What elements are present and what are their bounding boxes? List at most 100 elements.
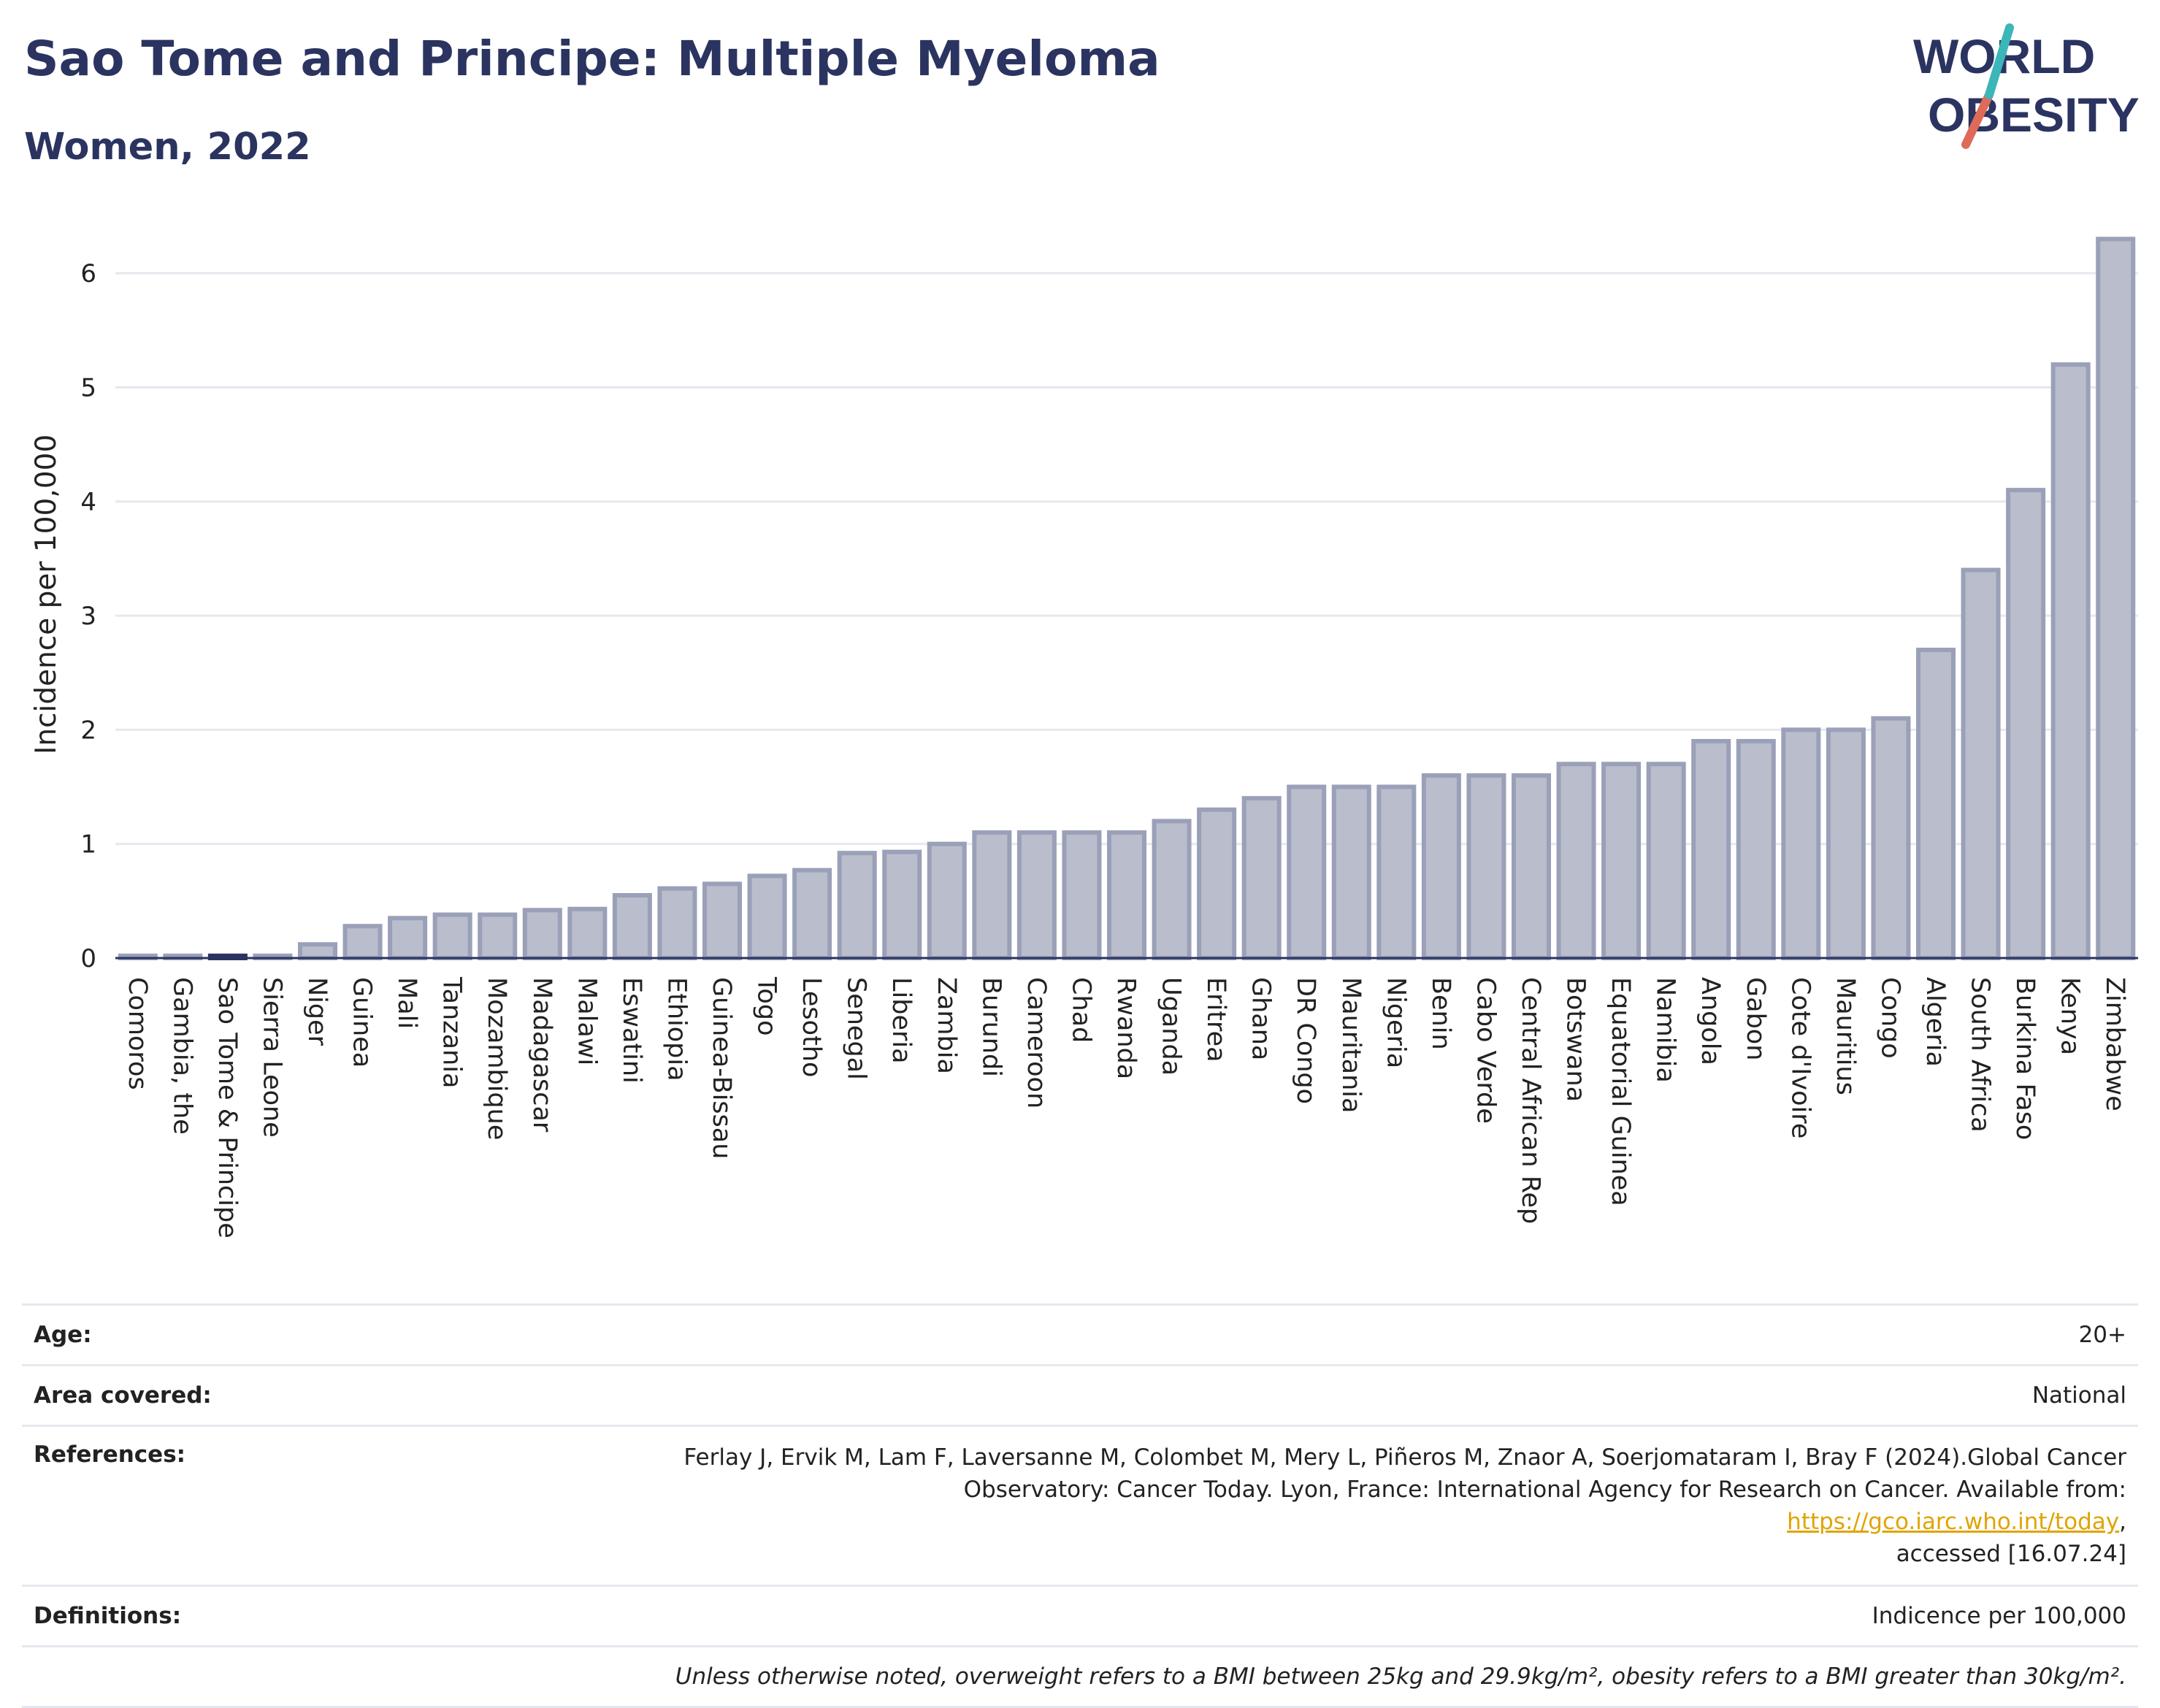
x-tick-label: Central African Rep xyxy=(1516,977,1545,1224)
bar xyxy=(792,868,832,960)
x-tick-label: Burundi xyxy=(976,977,1006,1077)
bar xyxy=(972,830,1012,960)
bar xyxy=(612,893,652,960)
logo-slash-teal xyxy=(1985,23,2014,99)
bar xyxy=(1016,830,1057,960)
bar xyxy=(1556,762,1596,961)
bar xyxy=(1197,807,1237,961)
bar xyxy=(1915,647,1956,960)
references-label: References: xyxy=(34,1441,186,1468)
x-tick-label: Mauritania xyxy=(1336,977,1366,1113)
bar xyxy=(1062,830,1102,960)
x-tick-label: Kenya xyxy=(2056,977,2085,1055)
x-tick-label: Guinea-Bissau xyxy=(707,977,736,1159)
logo-slash-red xyxy=(1961,91,1994,149)
x-tick-label: Sao Tome & Principe xyxy=(212,977,242,1238)
x-tick-label: Sierra Leone xyxy=(257,977,286,1138)
x-tick-label: Congo xyxy=(1875,977,1904,1059)
references-line-2: Observatory: Cancer Today. Lyon, France:… xyxy=(963,1477,2126,1503)
info-row-area: Area covered: National xyxy=(22,1364,2138,1425)
references-line-3: accessed [16.07.24] xyxy=(1896,1541,2126,1567)
x-tick-label: Mozambique xyxy=(482,977,511,1140)
bar xyxy=(1781,727,1821,961)
x-tick-label: Mauritius xyxy=(1831,977,1860,1095)
x-tick-label: Mali xyxy=(392,977,421,1029)
x-tick-label: Malawi xyxy=(572,977,601,1065)
bar xyxy=(837,851,877,960)
bar xyxy=(1601,762,1642,961)
x-tick-label: Cameroon xyxy=(1022,977,1051,1108)
info-row-note: Unless otherwise noted, overweight refer… xyxy=(22,1645,2138,1708)
x-tick-label: Zambia xyxy=(932,977,961,1074)
bar xyxy=(1871,716,1911,960)
x-tick-label: Zimbabwe xyxy=(2100,977,2129,1111)
definitions-value: Indicence per 100,000 xyxy=(1872,1603,2126,1629)
x-tick-label: DR Congo xyxy=(1291,977,1320,1104)
bar xyxy=(927,841,967,960)
bar xyxy=(2050,362,2091,960)
bar xyxy=(478,912,518,960)
x-tick-label: Gambia, the xyxy=(167,977,196,1135)
bar xyxy=(522,908,562,961)
references-line-2-end: , xyxy=(2119,1509,2126,1535)
x-tick-label: Eritrea xyxy=(1201,977,1230,1062)
chart-title: Sao Tome and Principe: Multiple Myeloma xyxy=(24,31,1160,87)
bar xyxy=(342,924,383,961)
bar xyxy=(1241,796,1282,960)
bar xyxy=(1646,762,1686,961)
x-tick-label: Angola xyxy=(1696,977,1725,1065)
bar xyxy=(1826,727,1866,961)
x-tick-label: Liberia xyxy=(886,977,916,1064)
y-tick-label: 0 xyxy=(80,944,96,973)
x-tick-label: Cote d'Ivoire xyxy=(1785,977,1815,1138)
x-tick-label: Comoros xyxy=(123,977,152,1090)
age-label: Age: xyxy=(34,1322,92,1348)
x-tick-label: Niger xyxy=(302,977,332,1046)
world-obesity-logo: WORLD OBESITY xyxy=(1913,23,2140,149)
x-tick-label: Algeria xyxy=(1920,977,1950,1067)
x-tick-label: Namibia xyxy=(1651,977,1680,1083)
chart-subtitle: Women, 2022 xyxy=(24,126,311,169)
x-tick-label: Equatorial Guinea xyxy=(1606,977,1635,1206)
x-tick-label: Lesotho xyxy=(797,977,826,1077)
x-tick-label: Chad xyxy=(1066,977,1095,1043)
bar xyxy=(2096,237,2136,960)
x-tick-label: Tanzania xyxy=(437,976,467,1088)
x-tick-label: Burkina Faso xyxy=(2010,977,2040,1140)
x-tick-label: Ethiopia xyxy=(662,977,691,1081)
x-tick-label: Ghana xyxy=(1246,977,1276,1060)
bar xyxy=(1376,784,1417,960)
x-tick-label: Guinea xyxy=(348,977,377,1068)
bar xyxy=(388,916,428,961)
logo-text-obesity: OBESITY xyxy=(1928,88,2140,142)
y-tick-label: 4 xyxy=(80,488,96,517)
info-table: Age: 20+ Area covered: National Referenc… xyxy=(22,1303,2138,1708)
x-tick-label: South Africa xyxy=(1966,977,1995,1133)
bar xyxy=(1421,773,1461,961)
x-tick-label: Senegal xyxy=(842,977,871,1080)
bar xyxy=(702,881,743,961)
x-tick-label: Nigeria xyxy=(1381,977,1410,1068)
x-tick-label: Botswana xyxy=(1561,977,1590,1102)
bar xyxy=(1961,567,2001,960)
area-value: National xyxy=(2031,1382,2126,1409)
x-tick-label: Rwanda xyxy=(1111,977,1141,1079)
x-tick-label: Cabo Verde xyxy=(1471,977,1500,1124)
y-axis-label: Incidence per 100,000 xyxy=(30,434,63,754)
bar xyxy=(747,873,787,961)
info-row-age: Age: 20+ xyxy=(22,1303,2138,1364)
x-tick-label: Gabon xyxy=(1741,977,1770,1060)
age-value: 20+ xyxy=(2078,1322,2126,1348)
x-tick-label: Eswatini xyxy=(617,977,646,1084)
area-label: Area covered: xyxy=(34,1382,212,1409)
references-value: Ferlay J, Ervik M, Lam F, Laversanne M, … xyxy=(629,1441,2126,1570)
bar xyxy=(2006,488,2046,960)
references-line-1: Ferlay J, Ervik M, Lam F, Laversanne M, … xyxy=(683,1444,2126,1471)
bar xyxy=(1287,784,1327,960)
bar xyxy=(1511,773,1552,961)
references-link[interactable]: https://gco.iarc.who.int/today xyxy=(1787,1509,2120,1535)
y-tick-label: 3 xyxy=(80,602,96,631)
bar xyxy=(1466,773,1506,961)
y-tick-label: 1 xyxy=(80,830,96,859)
bar xyxy=(297,942,338,960)
